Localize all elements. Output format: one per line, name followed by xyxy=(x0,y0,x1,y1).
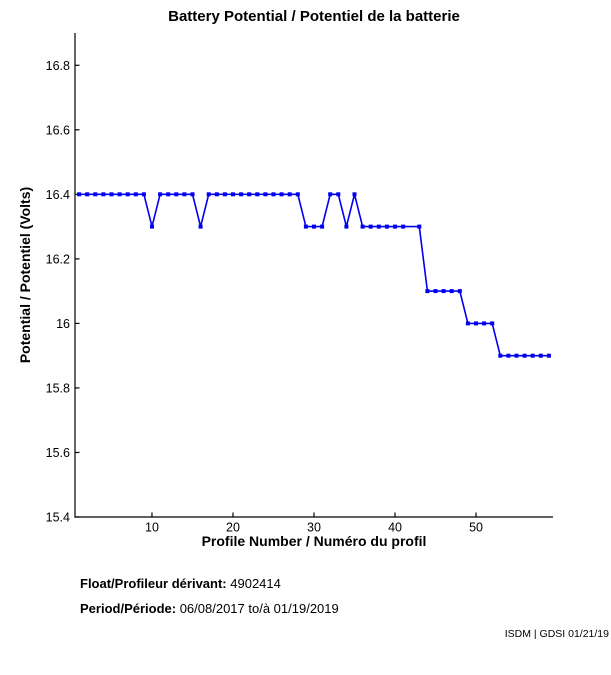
data-point-marker xyxy=(393,224,397,229)
data-point-marker xyxy=(360,224,365,229)
data-point-marker xyxy=(198,224,203,229)
data-point-marker xyxy=(538,353,543,358)
data-point-marker xyxy=(93,192,98,197)
y-tick-label: 16.8 xyxy=(46,59,70,73)
data-point-marker xyxy=(312,224,316,229)
data-point-marker xyxy=(287,192,292,197)
data-point-marker xyxy=(425,289,430,294)
data-point-marker xyxy=(190,192,195,197)
float-label: Float/Profileur dérivant: xyxy=(80,576,227,591)
y-axis-label: Potential / Potentiel (Volts) xyxy=(17,187,33,363)
data-point-marker xyxy=(465,321,470,326)
period-info-line: Period/Période: 06/08/2017 to/à 01/19/20… xyxy=(80,601,339,616)
data-point-marker xyxy=(166,192,171,197)
data-point-marker xyxy=(376,224,381,229)
data-point-marker xyxy=(77,192,82,197)
data-point-marker xyxy=(506,353,511,358)
y-tick-label: 15.6 xyxy=(46,446,70,460)
data-point-marker xyxy=(449,289,454,294)
y-tick-label: 16.6 xyxy=(46,123,70,137)
data-point-marker xyxy=(433,289,438,294)
data-point-marker xyxy=(457,289,462,294)
data-point-marker xyxy=(85,192,90,197)
data-point-marker xyxy=(255,192,260,197)
data-point-marker xyxy=(101,192,106,197)
data-point-marker xyxy=(401,224,406,229)
x-tick-label: 10 xyxy=(145,521,159,535)
data-point-marker xyxy=(271,192,276,197)
battery-potential-series xyxy=(77,192,551,358)
data-point-marker xyxy=(279,192,284,197)
data-point-marker xyxy=(263,192,268,197)
x-tick-label: 40 xyxy=(388,521,402,535)
data-point-marker xyxy=(417,224,422,229)
data-point-marker xyxy=(239,192,244,197)
x-tick-label: 50 xyxy=(469,521,483,535)
data-point-marker xyxy=(222,192,227,197)
data-point-marker xyxy=(498,353,503,358)
data-point-marker xyxy=(344,224,349,229)
data-point-marker xyxy=(117,192,122,197)
x-tick-label: 20 xyxy=(226,521,240,535)
y-tick-label: 16.2 xyxy=(46,252,70,266)
y-tick-label: 16.4 xyxy=(46,188,70,202)
data-point-marker xyxy=(490,321,495,326)
data-point-marker xyxy=(522,353,527,358)
data-point-marker xyxy=(336,192,341,197)
x-axis-label: Profile Number / Numéro du profil xyxy=(202,533,427,549)
data-point-marker xyxy=(125,192,130,197)
data-point-marker xyxy=(174,192,179,197)
float-id-value: 4902414 xyxy=(230,576,281,591)
data-point-marker xyxy=(384,224,389,229)
data-point-marker xyxy=(206,192,211,197)
data-point-marker xyxy=(247,192,252,197)
data-point-marker xyxy=(482,321,487,326)
data-point-marker xyxy=(530,353,535,358)
data-point-marker xyxy=(368,224,373,229)
data-point-marker xyxy=(546,353,551,358)
y-tick-label: 15.8 xyxy=(46,381,70,395)
data-point-marker xyxy=(158,192,163,197)
data-point-marker xyxy=(441,289,446,294)
data-point-marker xyxy=(474,321,478,326)
data-point-marker xyxy=(150,224,154,229)
period-value: 06/08/2017 to/à 01/19/2019 xyxy=(179,601,339,616)
chart-title: Battery Potential / Potentiel de la batt… xyxy=(168,8,460,25)
data-point-marker xyxy=(182,192,187,197)
data-point-marker xyxy=(514,353,519,358)
data-point-marker xyxy=(231,192,235,197)
period-label: Period/Période: xyxy=(80,601,177,616)
isdm-gdsi-watermark: ISDM | GDSI 01/21/19 xyxy=(504,628,609,640)
data-point-marker xyxy=(320,224,325,229)
data-point-marker xyxy=(303,224,308,229)
chart-axes: 10 20 30 40 50 16.8 16.6 16.4 16.2 16 15.8 15.6 15.4 xyxy=(46,33,553,535)
data-point-marker xyxy=(109,192,114,197)
float-info-line: Float/Profileur dérivant: 4902414 xyxy=(80,576,281,591)
y-tick-label: 16 xyxy=(56,317,70,331)
data-point-marker xyxy=(133,192,138,197)
data-point-marker xyxy=(214,192,219,197)
y-tick-label: 15.4 xyxy=(46,511,70,525)
x-tick-label: 30 xyxy=(307,521,321,535)
data-point-marker xyxy=(352,192,357,197)
data-point-marker xyxy=(141,192,146,197)
data-point-marker xyxy=(295,192,300,197)
data-point-marker xyxy=(328,192,333,197)
